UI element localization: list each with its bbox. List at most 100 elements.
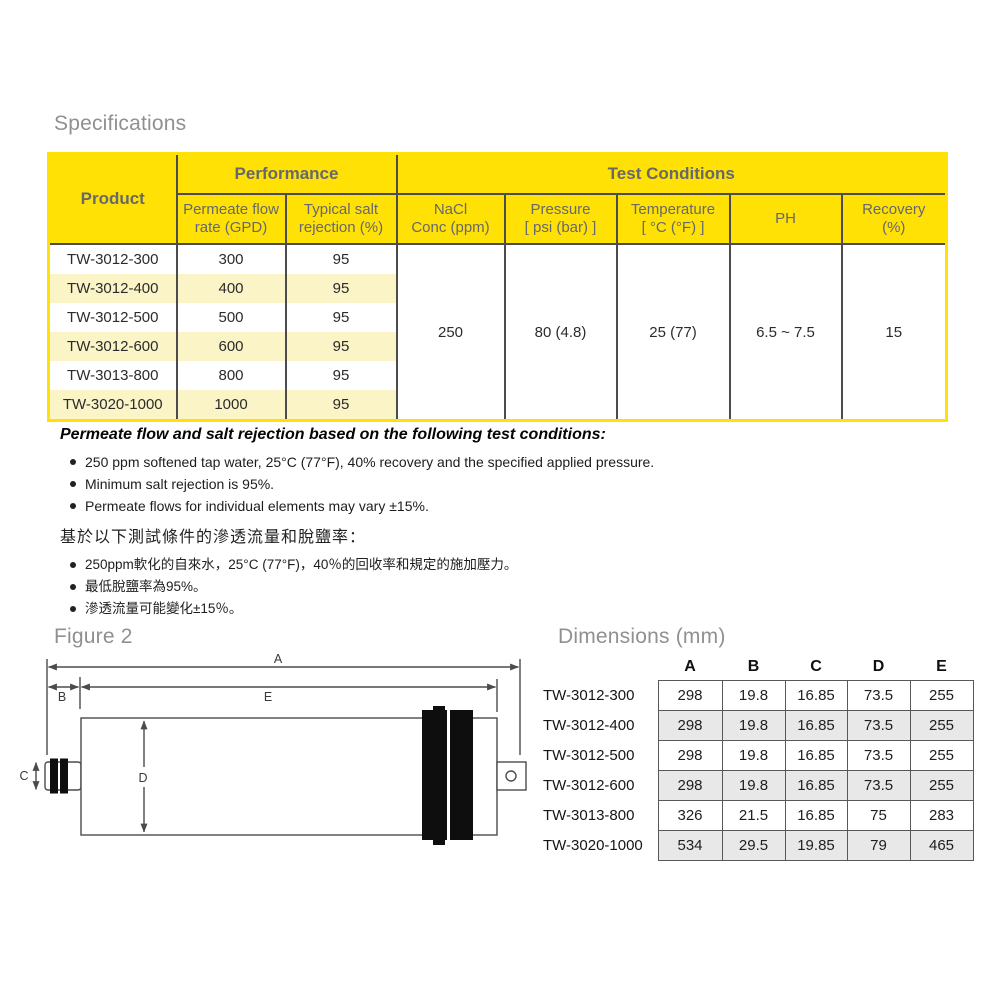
flow-cell: 800 <box>175 361 286 390</box>
dims-cell: 79 <box>846 830 911 861</box>
dims-col-d: D <box>872 658 885 675</box>
flow-cell: 300 <box>175 244 286 274</box>
tab-hole <box>505 770 517 782</box>
dims-product-label: TW-3012-300 <box>543 687 635 704</box>
notes-zh-item: 最低脫鹽率為95%。 <box>68 576 517 598</box>
dims-cell: 29.5 <box>721 830 786 861</box>
dim-label-d: D <box>138 771 147 785</box>
dims-product-label: TW-3012-500 <box>543 747 635 764</box>
temperature-header: Temperature [ °C (°F) ] <box>615 194 730 245</box>
dims-cell: 326 <box>657 800 723 831</box>
product-cell: TW-3013-800 <box>48 361 177 390</box>
ph-header: PH <box>728 194 842 245</box>
flow-cell: 1000 <box>175 390 286 421</box>
spec-row: TW-3013-800 800 95 <box>48 361 947 390</box>
pressure-header: Pressure [ psi (bar) ] <box>503 194 617 245</box>
dims-cell: 255 <box>909 710 974 741</box>
dim-label-a: A <box>274 652 283 666</box>
dims-cell: 19.8 <box>721 740 786 771</box>
dims-cell: 16.85 <box>784 770 848 801</box>
dims-cell: 73.5 <box>846 710 911 741</box>
dims-col-b: B <box>747 658 760 675</box>
dims-cell: 298 <box>657 680 723 711</box>
nacl-conc-value: 250 <box>395 244 505 421</box>
dims-cell: 534 <box>657 830 723 861</box>
dims-product-label: TW-3020-1000 <box>543 837 643 854</box>
brine-seal-lip <box>433 706 445 845</box>
dims-cell: 16.85 <box>784 680 848 711</box>
salt-rejection-header: Typical salt rejection (%) <box>284 194 397 245</box>
dims-empty-header <box>540 654 658 681</box>
dims-cell: 298 <box>657 710 723 741</box>
permeate-flow-header: Permeate flow rate (GPD) <box>175 194 286 245</box>
rejection-cell: 95 <box>284 274 397 303</box>
specifications-table: Product Performance Test Conditions Perm… <box>47 152 948 422</box>
test-conditions-notes-en: Permeate flow and salt rejection based o… <box>60 426 654 517</box>
notes-en-item: Permeate flows for individual elements m… <box>68 495 654 517</box>
notes-zh-item: 250ppm軟化的自來水，25°C (77°F)，40％的回收率和規定的施加壓力… <box>68 554 517 576</box>
spec-header-group-row: Product Performance Test Conditions <box>48 153 947 245</box>
dims-row: TW-3012-400 298 19.8 16.85 73.5 255 <box>540 710 974 741</box>
notes-zh-title: 基於以下測試條件的滲透流量和脫鹽率： <box>60 529 367 546</box>
dims-cell: 73.5 <box>846 680 911 711</box>
dims-cell: 73.5 <box>846 770 911 801</box>
dims-row: TW-3012-600 298 19.8 16.85 73.5 255 <box>540 770 974 801</box>
dims-cell: 75 <box>846 800 911 831</box>
spec-row: TW-3020-1000 1000 95 <box>48 390 947 421</box>
dim-label-e: E <box>264 690 272 704</box>
dim-label-c: C <box>19 769 28 783</box>
dims-cell: 298 <box>657 740 723 771</box>
spec-row: TW-3012-600 600 95 <box>48 332 947 361</box>
dims-cell: 255 <box>909 770 974 801</box>
rejection-cell: 95 <box>284 332 397 361</box>
end-tab <box>496 761 527 791</box>
product-cell: TW-3012-300 <box>48 244 177 274</box>
product-cell: TW-3012-600 <box>48 332 177 361</box>
flow-cell: 600 <box>175 332 286 361</box>
test-conditions-notes-zh: 基於以下測試條件的滲透流量和脫鹽率： 250ppm軟化的自來水，25°C (77… <box>60 523 517 620</box>
recovery-header: Recovery (%) <box>840 194 947 245</box>
temperature-value: 25 (77) <box>615 244 730 421</box>
ph-value: 6.5 ~ 7.5 <box>728 244 842 421</box>
o-ring <box>50 758 58 794</box>
product-cell: TW-3012-500 <box>48 303 177 332</box>
specifications-title: Specifications <box>54 112 187 135</box>
dims-cell: 298 <box>657 770 723 801</box>
recovery-value: 15 <box>840 244 947 421</box>
test-conditions-group-header: Test Conditions <box>395 153 947 195</box>
dim-label-b: B <box>58 690 66 704</box>
dims-cell: 19.8 <box>721 770 786 801</box>
dims-row: TW-3012-500 298 19.8 16.85 73.5 255 <box>540 740 974 771</box>
dims-header-row: A B C D E <box>540 654 973 681</box>
dimensions-title: Dimensions (mm) <box>558 625 726 648</box>
dims-col-a: A <box>684 658 696 675</box>
dims-cell: 16.85 <box>784 800 848 831</box>
dims-cell: 19.85 <box>784 830 848 861</box>
dims-cell: 465 <box>909 830 974 861</box>
nacl-conc-header: NaCl Conc (ppm) <box>395 194 505 245</box>
pressure-value: 80 (4.8) <box>503 244 617 421</box>
dims-cell: 16.85 <box>784 710 848 741</box>
dims-row: TW-3013-800 326 21.5 16.85 75 283 <box>540 800 974 831</box>
product-cell: TW-3012-400 <box>48 274 177 303</box>
notes-zh-item: 滲透流量可能變化±15％。 <box>68 598 517 620</box>
product-cell: TW-3020-1000 <box>48 390 177 421</box>
spec-header-sub-row: Permeate flow rate (GPD) Typical salt re… <box>49 194 947 245</box>
figure-title: Figure 2 <box>54 625 133 648</box>
rejection-cell: 95 <box>284 361 397 390</box>
membrane-element-diagram: A B E C D <box>19 652 527 845</box>
dims-row: TW-3020-1000 534 29.5 19.85 79 465 <box>540 830 974 861</box>
dims-col-e: E <box>936 658 947 675</box>
dimensions-table: A B C D E TW-3012-300 298 19.8 16.85 73.… <box>540 654 974 861</box>
flow-cell: 500 <box>175 303 286 332</box>
spec-row: TW-3012-300 300 95 250 80 (4.8) 25 (77) … <box>48 244 947 421</box>
dims-cell: 19.8 <box>721 710 786 741</box>
rejection-cell: 95 <box>284 303 397 332</box>
o-ring <box>60 758 68 794</box>
rejection-cell: 95 <box>284 244 397 274</box>
spec-row: TW-3012-400 400 95 <box>48 274 947 303</box>
dims-product-label: TW-3012-400 <box>543 717 635 734</box>
dims-cell: 19.8 <box>721 680 786 711</box>
spec-row: TW-3012-500 500 95 <box>48 303 947 332</box>
